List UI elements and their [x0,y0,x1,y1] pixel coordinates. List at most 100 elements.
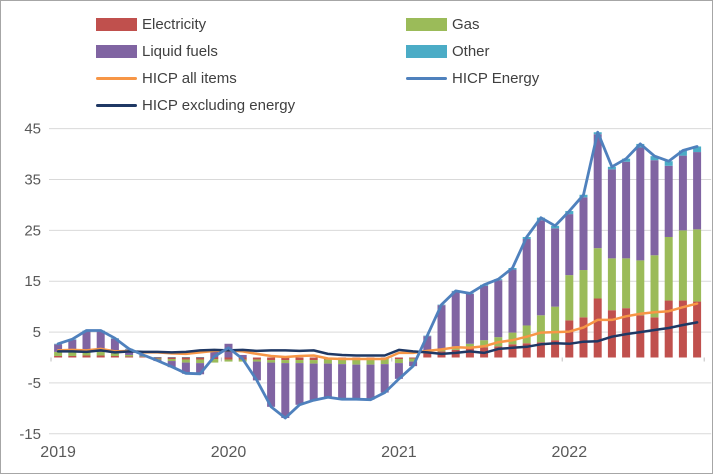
bar-segment [693,229,702,302]
bar-segment [650,156,659,161]
legend-row: HICP excluding energy [1,92,712,119]
legend-item-gas: Gas [406,16,706,33]
bar-segment [693,152,702,230]
bars-liquid-fuels [54,134,702,419]
bar-segment [167,359,176,362]
legend-label-electricity: Electricity [142,16,207,33]
legend-item-hicp-excluding-energy: HICP excluding energy [96,97,406,114]
bar-segment [693,301,702,358]
x-axis-year-label: 2019 [40,444,76,461]
bar-segment [465,293,474,344]
x-axis-year-label: 2022 [552,444,588,461]
bar-segment [423,353,432,358]
bar-segment [678,230,687,301]
bar-segment [508,344,517,358]
bar-segment [636,147,645,261]
bar-segment [607,258,616,311]
electricity-swatch-icon [96,18,137,31]
bar-segment [281,360,290,364]
bar-segment [565,275,574,321]
bar-segment [522,343,531,358]
bar-segment [338,364,347,400]
bar-segment [167,357,176,360]
bar-segment [68,351,77,356]
legend-label-hicp-all-items: HICP all items [142,70,237,87]
bar-segment [82,351,91,356]
bar-segment [96,355,105,358]
bar-segment [96,351,105,356]
x-axis-ticks [50,357,705,362]
bar-segment [181,357,190,360]
legend-item-hicp-energy: HICP Energy [406,70,706,87]
bar-segment [352,364,361,400]
legend-row: Electricity Gas [1,11,712,38]
bar-segment [181,356,190,358]
bar-segment [267,362,276,407]
bar-segment [636,315,645,358]
legend-label-hicp-energy: HICP Energy [452,70,540,87]
bar-segment [252,361,261,381]
bar-segment [267,357,276,361]
y-axis-labels: 45 35 25 15 5 -5 -15 [19,121,41,443]
bar-segment [494,280,503,338]
bar-segment [309,363,318,401]
y-axis-tick-label: 25 [24,222,41,239]
bar-segment [181,359,190,363]
bar-segment [366,359,375,365]
bar-segment [536,342,545,358]
bar-segment [309,357,318,361]
bar-segment [465,348,474,358]
bar-segment [551,340,560,358]
bar-segment [281,357,290,361]
y-axis-tick-label: 45 [24,121,41,138]
bar-segment [54,344,63,352]
legend-label-hicp-excluding-energy: HICP excluding energy [142,97,296,114]
bar-segment [607,310,616,358]
bar-segment [82,331,91,352]
x-axis-year-label: 2021 [381,444,417,461]
bar-segment [622,258,631,309]
bar-segment [295,360,304,364]
bar-segment [394,357,403,360]
legend-item-hicp-all-items: HICP all items [96,70,406,87]
bar-segment [82,355,91,358]
bar-segment [196,356,205,358]
x-axis-year-label: 2020 [211,444,247,461]
bar-segment [522,325,531,344]
hicp-energy-line-icon [406,77,447,80]
legend-label-other: Other [452,43,490,60]
bar-segment [664,236,673,301]
bar-segment [565,320,574,358]
other-swatch-icon [406,45,447,58]
bar-segment [125,354,134,357]
line-hicp-energy [56,130,699,420]
bar-segment [423,336,432,352]
bar-segment [693,146,702,153]
bar-segment [238,354,247,358]
bar-segment [593,248,602,299]
bar-segment [54,355,63,358]
gridlines-group [49,128,712,435]
chart-legend: Electricity Gas Liquid fuels Other HICP … [1,11,712,119]
hicp-excluding-energy-line-icon [96,104,137,107]
legend-row: Liquid fuels Other [1,38,712,65]
bar-segment [210,351,219,358]
bar-segment [522,239,531,326]
bar-segment [409,357,418,359]
legend-item-other: Other [406,43,706,60]
bar-segment [480,285,489,341]
bar-segment [409,358,418,362]
bar-segment [153,357,162,359]
hicp-all-items-line-icon [96,77,137,80]
bar-segment [352,359,361,365]
y-axis-tick-label: -5 [28,375,41,392]
legend-label-liquid-fuels: Liquid fuels [142,43,218,60]
bar-segment [153,356,162,358]
bar-segment [281,363,290,419]
bar-segment [565,214,574,276]
bar-segment [110,355,119,358]
y-axis-tick-label: 5 [33,324,41,341]
bar-segment [110,338,119,354]
line-hicp-excluding-energy [56,321,699,357]
